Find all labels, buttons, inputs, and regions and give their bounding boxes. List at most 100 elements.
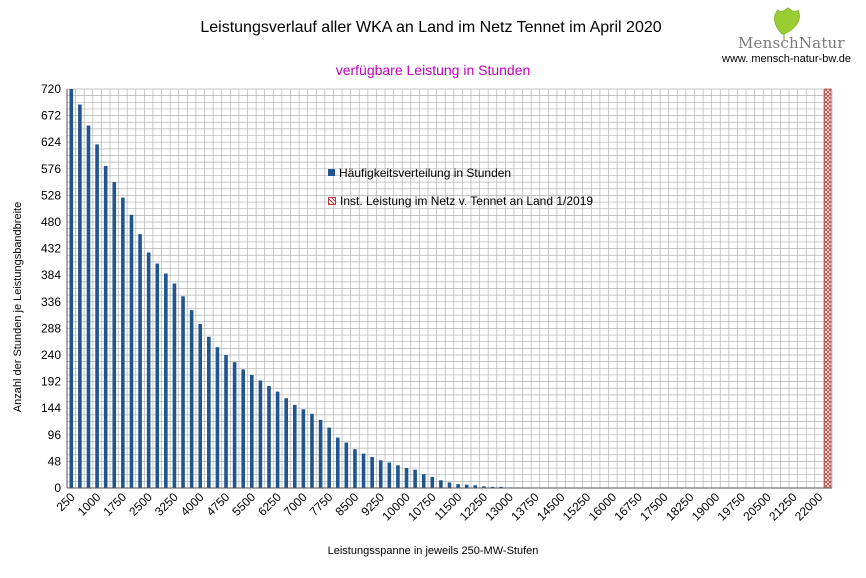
bar: [335, 437, 340, 488]
bar: [284, 398, 288, 488]
bar: [146, 252, 151, 488]
x-tick-label: 14500: [534, 490, 568, 524]
bar: [172, 283, 177, 488]
x-tick-label: 1000: [75, 490, 104, 519]
x-tick-label: 12250: [457, 490, 491, 524]
y-tick-label: 48: [48, 454, 62, 468]
x-tick-label: 18250: [663, 490, 697, 524]
bar: [482, 486, 486, 488]
x-tick-label: 7000: [281, 490, 310, 519]
bar: [215, 347, 220, 488]
x-tick-label: 22000: [792, 490, 826, 524]
x-tick-label: 1750: [100, 490, 129, 519]
bar: [292, 404, 297, 488]
x-tick-label: 5500: [229, 490, 258, 519]
y-tick-label: 672: [41, 109, 61, 123]
legend-label-installed: Inst. Leistung im Netz v. Tennet an Land…: [340, 194, 594, 208]
bar: [327, 427, 331, 488]
bar: [473, 485, 478, 488]
logo-text: MenschNatur: [738, 34, 845, 52]
x-tick-label: 3250: [152, 490, 181, 519]
bar: [353, 449, 357, 488]
x-tick-label: 10000: [379, 490, 413, 524]
x-tick-label: 4000: [178, 490, 207, 519]
bar: [370, 456, 374, 488]
bar: [464, 484, 469, 488]
x-tick-label: 15250: [560, 490, 594, 524]
x-tick-label: 16000: [586, 490, 620, 524]
y-tick-label: 192: [41, 375, 61, 389]
x-tick-label: 19000: [689, 490, 723, 524]
y-tick-label: 384: [41, 268, 61, 282]
bar: [267, 386, 271, 488]
bar: [258, 380, 263, 488]
bar: [387, 462, 392, 488]
bar: [318, 419, 323, 488]
bar: [447, 482, 452, 488]
x-tick-label: 6250: [255, 490, 284, 519]
bar: [439, 480, 443, 488]
bar: [129, 214, 134, 488]
legend-item-histogram: Häufigkeitsverteilung in Stunden: [328, 166, 511, 180]
ginkgo-leaf-icon: [774, 7, 800, 40]
bar: [78, 104, 82, 489]
bar: [164, 273, 168, 488]
bar: [249, 374, 254, 488]
y-tick-label: 480: [41, 215, 61, 229]
x-tick-label: 7750: [307, 490, 336, 519]
x-axis-label: Leistungsspanne in jeweils 250-MW-Stufen: [327, 545, 539, 557]
y-tick-label: 240: [41, 348, 61, 362]
x-tick-label: 2500: [126, 490, 155, 519]
bar: [490, 486, 495, 488]
chart-title: Leistungsverlauf aller WKA an Land im Ne…: [200, 19, 662, 36]
bar: [430, 476, 435, 488]
legend-swatch-histogram: [328, 169, 335, 177]
y-tick-label: 96: [48, 428, 62, 442]
y-tick-label: 720: [41, 82, 61, 96]
x-tick-label: 8500: [333, 490, 362, 519]
y-tick-label: 0: [54, 481, 61, 495]
bar: [232, 362, 237, 488]
bar: [121, 197, 125, 488]
x-tick-label: 10750: [405, 490, 439, 524]
y-tick-label: 528: [41, 188, 61, 202]
x-tick-label: 21250: [766, 490, 800, 524]
bar: [396, 465, 400, 488]
legend-item-installed: Inst. Leistung im Netz v. Tennet an Land…: [328, 194, 593, 208]
y-axis-label: Anzahl der Stunden je Leistungsbandbreit…: [12, 201, 24, 413]
bar: [310, 413, 314, 488]
x-tick-label: 20500: [740, 490, 774, 524]
bar: [378, 460, 383, 488]
chart-subtitle: verfügbare Leistung in Stunden: [335, 62, 531, 78]
bar: [421, 474, 426, 488]
bar: [181, 296, 185, 488]
bar: [138, 234, 142, 488]
bar: [361, 453, 366, 488]
bar: [112, 182, 117, 488]
bar: [189, 310, 194, 488]
logo-url: www. mensch-natur-bw.de: [722, 53, 851, 65]
y-tick-label: 288: [41, 321, 61, 335]
bar: [198, 323, 203, 488]
bar-installed-capacity: [824, 88, 832, 489]
bar: [456, 484, 460, 488]
x-tick-label: 16750: [611, 490, 645, 524]
x-tick-label: 19750: [715, 490, 749, 524]
legend-label-histogram: Häufigkeitsverteilung in Stunden: [339, 166, 512, 180]
bar: [103, 166, 108, 488]
x-tick-label: 13750: [508, 490, 542, 524]
y-tick-label: 576: [41, 162, 61, 176]
bar: [404, 468, 409, 488]
x-tick-label: 17500: [637, 490, 671, 524]
bar: [301, 409, 306, 488]
bar: [86, 125, 91, 488]
bar: [413, 469, 417, 488]
y-tick-label: 624: [41, 135, 61, 149]
bar: [344, 442, 349, 488]
y-tick-label: 432: [41, 242, 61, 256]
legend-swatch-installed: [328, 196, 336, 205]
bar: [207, 336, 211, 488]
y-tick-label: 144: [41, 401, 61, 415]
bar: [275, 391, 280, 488]
